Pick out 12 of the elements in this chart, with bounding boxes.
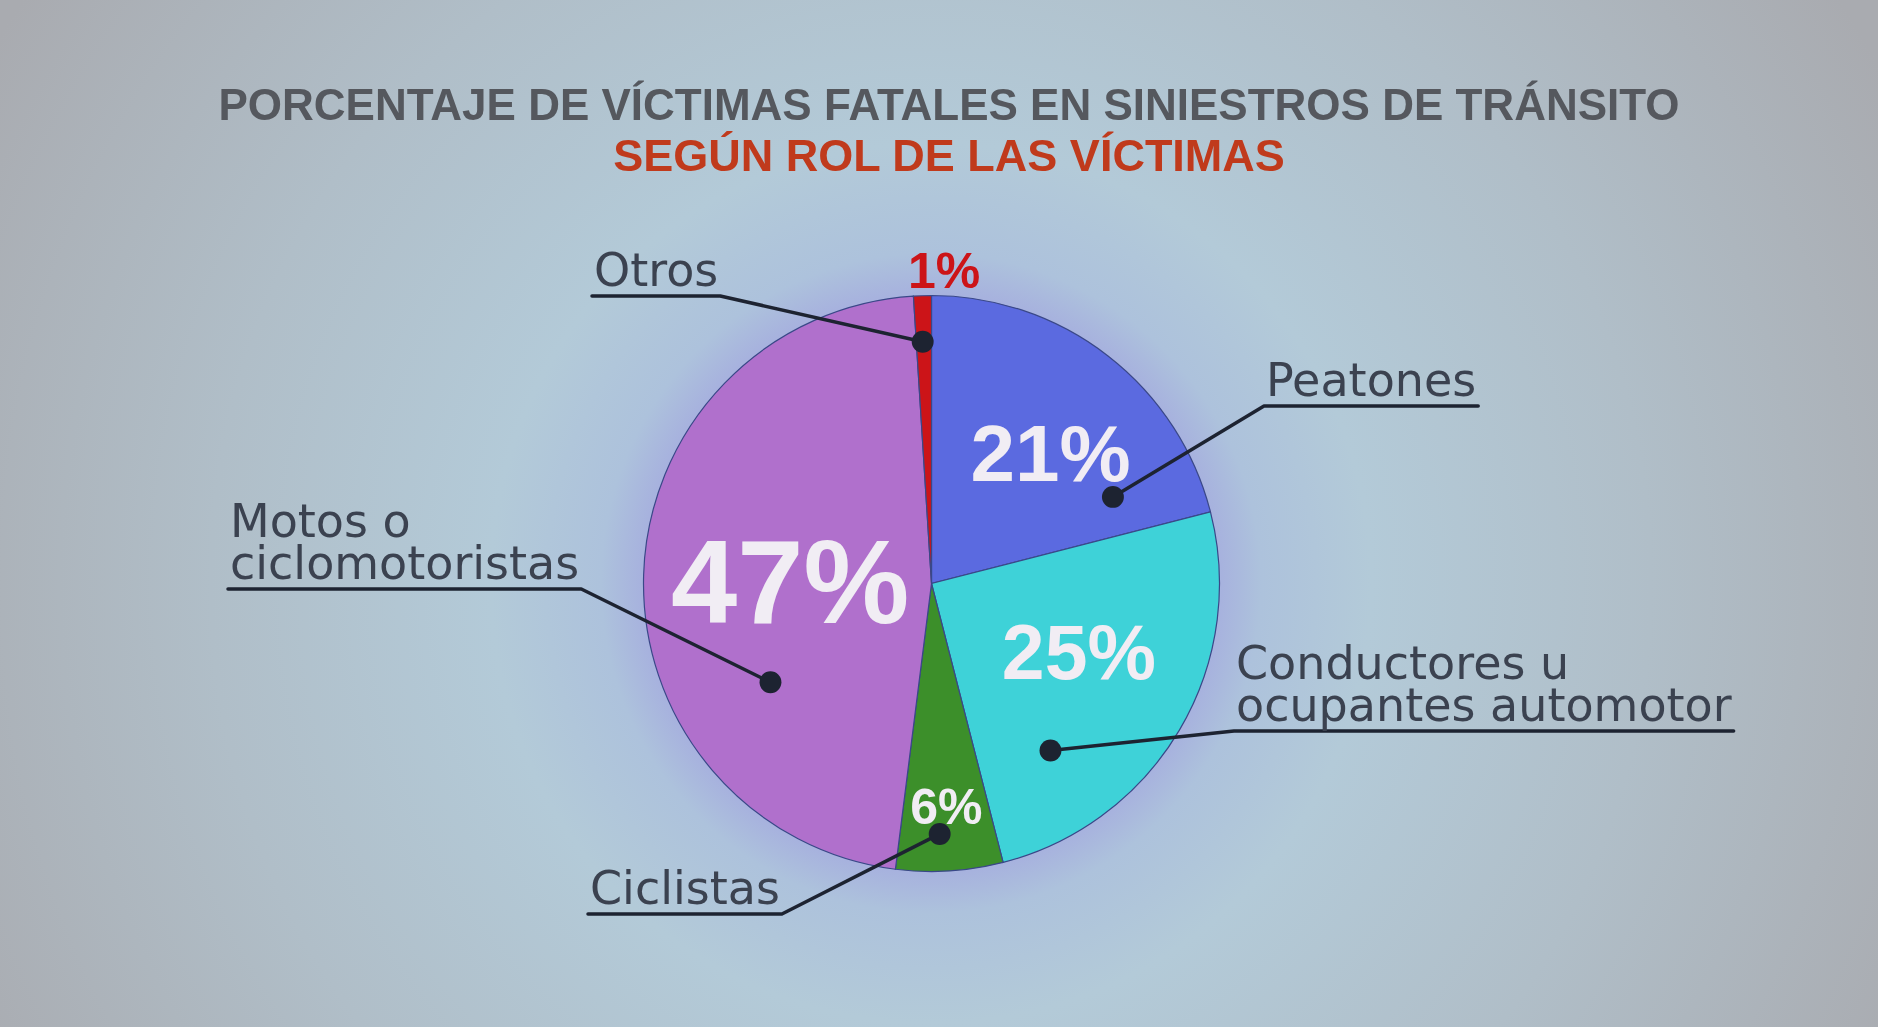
data-label: 1% bbox=[907, 242, 981, 299]
slice-label: Motos o ciclomotoristas bbox=[230, 494, 580, 590]
slice-label: Peatones bbox=[1266, 353, 1477, 407]
data-label: 47% bbox=[671, 515, 910, 649]
data-label: 21% bbox=[970, 408, 1131, 498]
data-label: 25% bbox=[1001, 609, 1156, 696]
slice-label: Otros bbox=[594, 243, 719, 297]
slice-label: Ciclistas bbox=[590, 861, 780, 915]
slice-label: Conductores u ocupantes automotor bbox=[1236, 636, 1732, 732]
data-label: 6% bbox=[910, 778, 983, 835]
chart-title: PORCENTAJE DE VÍCTIMAS FATALES EN SINIESTROS DE TRÁNSITO bbox=[218, 80, 1680, 129]
chart-subtitle: SEGÚN ROL DE LAS VÍCTIMAS bbox=[613, 130, 1285, 181]
